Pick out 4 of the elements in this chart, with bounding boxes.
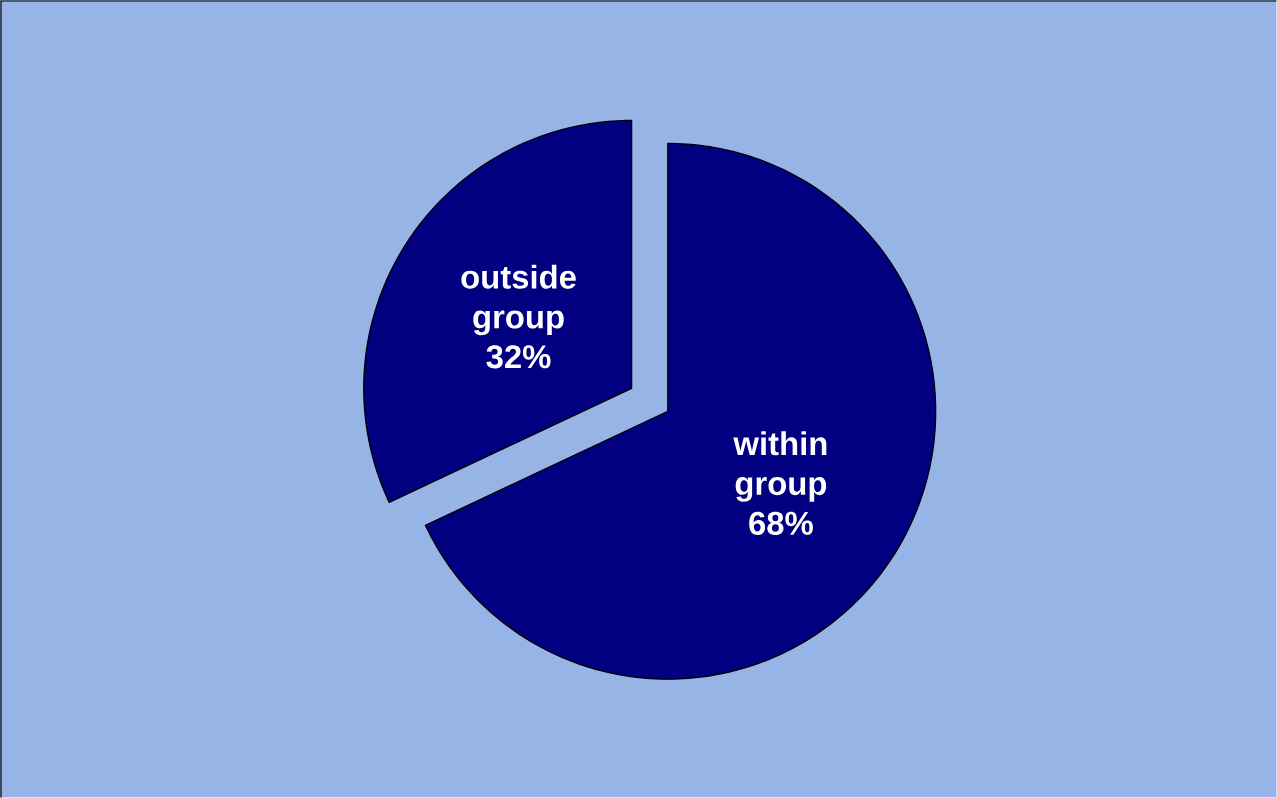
- slice-label: outside group: [461, 264, 576, 336]
- data-label: 68%: [749, 511, 813, 535]
- slice-label: within group: [733, 431, 827, 502]
- data-label: 32%: [486, 345, 551, 369]
